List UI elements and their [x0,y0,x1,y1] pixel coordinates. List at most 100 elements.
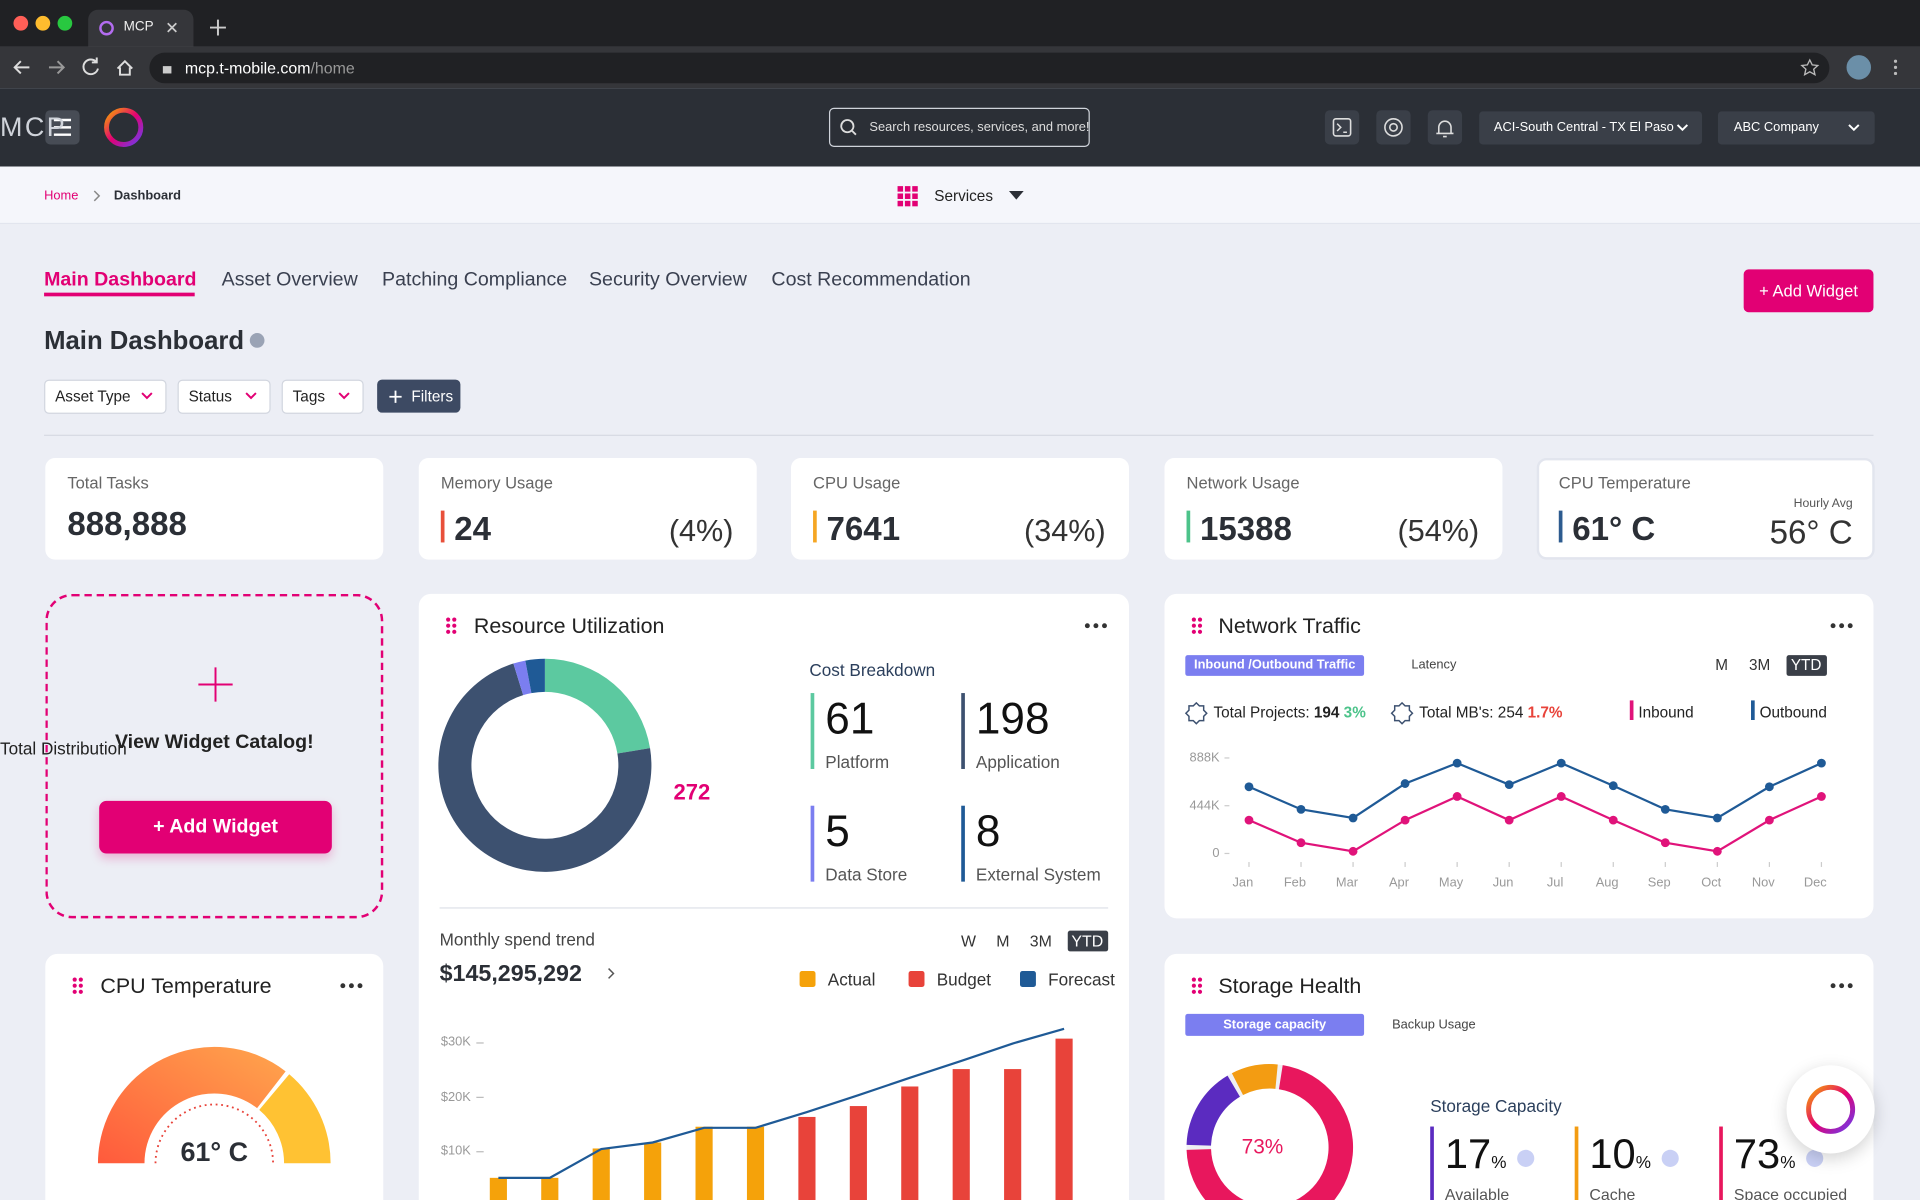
x-tick-label: May [1438,875,1464,890]
url-path: /home [310,59,355,78]
add-widget-label: + Add Widget [1759,281,1858,300]
storage-bar [1430,1126,1434,1200]
storage-label: Cache [1589,1185,1636,1200]
stat-card [791,457,1129,560]
breakdown-value: 61 [825,693,875,744]
y-tick-label: 444K [1189,797,1220,813]
card-title: Storage Health [1218,972,1362,998]
x-tick-label: Mar [1335,875,1359,890]
icon-button[interactable] [1427,110,1463,145]
total-label: Total Distribution [0,737,127,758]
stat-value: 24 [454,510,492,548]
donut-center: 73% [1241,1134,1284,1159]
chip: Storage capacity [1223,1017,1327,1032]
assistant-button[interactable] [1786,1065,1875,1154]
breakdown-bar [961,693,965,769]
storage-unit: % [1635,1151,1651,1172]
browser-bar [0,0,1920,47]
divider [44,434,1874,436]
stat-value: 15388 [1200,510,1292,548]
catalog-button[interactable] [99,800,332,854]
stat-card [45,457,384,560]
breakdown-label: Platform [825,751,890,771]
breakdown-bar [810,693,815,769]
x-tick-label: Jan [1232,875,1254,890]
storage-bar [1719,1126,1723,1200]
storage-subtitle: Storage Capacity [1430,1095,1562,1116]
search-box[interactable] [828,107,1090,147]
total-mb: Total MB's: 254 1.7% [1419,703,1562,721]
x-tick-label: Aug [1595,875,1619,890]
x-tick-label: Jul [1546,875,1564,890]
location-dropdown[interactable] [1479,111,1703,145]
card [418,593,1129,1200]
stat-bar [1186,510,1191,543]
storage-number: 17 [1444,1130,1492,1178]
y-tick-label: $30K [440,1035,471,1050]
storage-value: 73% [1734,1130,1796,1187]
add-widget-button[interactable] [1743,269,1874,313]
widget-catalog [45,593,384,919]
stat-value: 888,888 [67,505,187,543]
chip-active[interactable] [1185,1013,1365,1036]
tab[interactable]: Cost Recommendation [771,269,971,291]
card-title: Resource Utilization [473,612,665,638]
stat-percent: (34%) [1024,514,1106,549]
tab-underline [44,292,195,297]
storage-bar [1574,1126,1579,1200]
x-tick-label: Oct [1701,875,1722,890]
storage-value: 10% [1589,1130,1651,1187]
card [1164,593,1874,919]
card-title: Network Traffic [1218,612,1361,638]
search-placeholder: Search resources, services, and more! [869,119,1090,135]
x-tick-label: Sep [1647,875,1671,890]
location: ACI-South Central - TX El Paso [1493,120,1674,135]
range-active [1067,930,1109,952]
breakdown-label: Data Store [825,863,908,884]
range[interactable]: 3M [1748,656,1771,674]
legend-label: Inbound [1638,703,1694,721]
stat-label: CPU Temperature [1558,473,1691,493]
chip[interactable]: Latency [1411,657,1457,673]
address-bar [149,52,1830,84]
chip[interactable]: Backup Usage [1392,1017,1476,1032]
filter-dropdown[interactable] [281,379,364,414]
total-value: 272 [673,780,711,805]
legend-label: Actual [827,969,876,989]
company: ABC Company [1733,120,1819,135]
stat-bar [440,510,445,543]
breakdown-title: Cost Breakdown [809,659,936,680]
range[interactable]: YTD [1071,931,1104,950]
stat-label: Memory Usage [440,473,553,493]
range[interactable]: W [961,931,977,950]
gauge-value: 61° C [180,1136,249,1167]
filter-label: Status [188,387,232,405]
icon-button[interactable] [1324,110,1360,145]
breakdown-bar [961,805,965,882]
range[interactable]: 3M [1029,931,1052,950]
stat-avg: 56° C [1769,514,1853,551]
breakdown-label: External System [975,863,1101,884]
legend-label: Forecast [1048,969,1115,989]
icon-button[interactable] [1376,110,1411,145]
range[interactable]: YTD [1790,656,1822,674]
tab[interactable]: Patching Compliance [382,269,568,291]
chip: Inbound /Outbound Traffic [1193,657,1356,673]
breadcrumb-home[interactable]: Home [44,188,79,203]
tab[interactable]: Main Dashboard [44,269,197,291]
services[interactable]: Services [934,186,993,204]
total-projects: Total Projects: 194 3% [1213,703,1365,721]
filter-label: Asset Type [55,387,131,405]
tab[interactable]: Asset Overview [221,269,358,291]
tab[interactable]: Security Overview [588,269,747,291]
stat-card [1536,457,1875,560]
stat-value: 7641 [826,510,901,548]
range[interactable]: M [1715,656,1729,674]
stat-percent: (4%) [668,514,734,549]
chip-active[interactable] [1185,655,1365,676]
storage-label: Space occupied [1733,1185,1848,1200]
storage-unit: % [1780,1151,1796,1172]
spend-total: $145,295,292 [439,960,582,987]
range[interactable]: M [996,931,1010,950]
